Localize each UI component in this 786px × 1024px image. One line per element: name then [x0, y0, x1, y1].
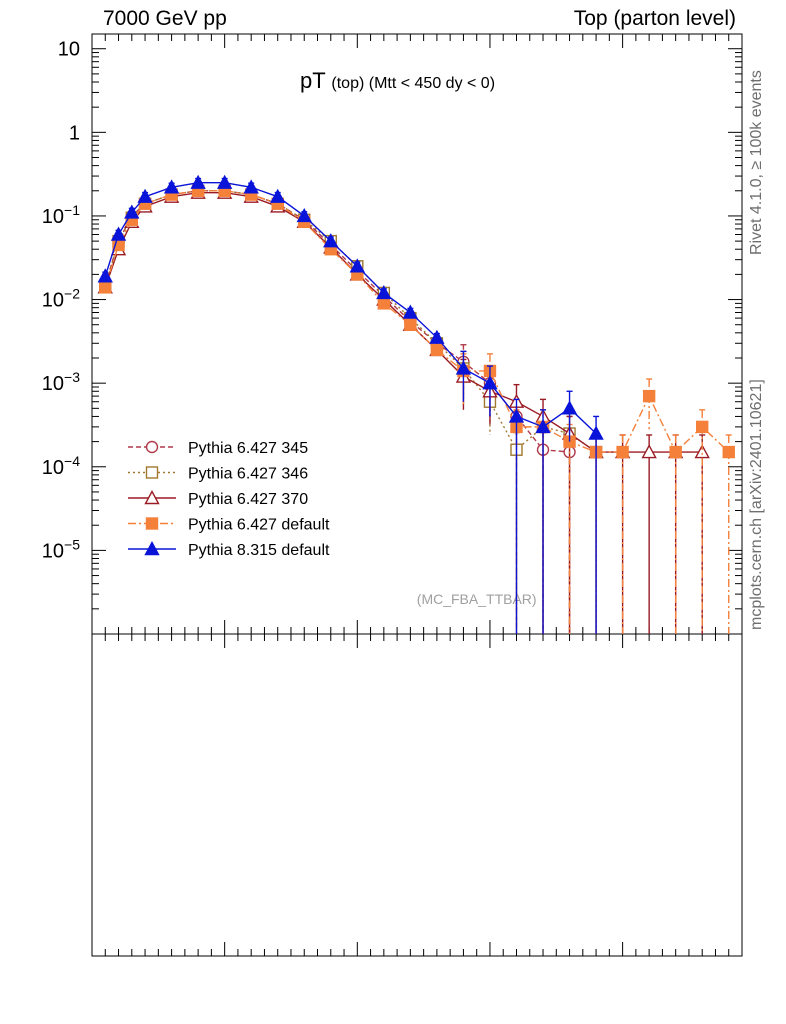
legend-label-p8def: Pythia 8.315 default	[188, 542, 330, 559]
chart-title-main: pT	[300, 68, 325, 93]
header-process: Top (parton level)	[574, 7, 736, 31]
series-line-p6def	[105, 191, 728, 452]
series-point-p6def	[405, 319, 416, 330]
series-group	[99, 176, 734, 634]
series-line-p345	[105, 191, 569, 452]
y-tick-label: 10−1	[42, 202, 80, 228]
legend-label-p6def: Pythia 6.427 default	[188, 517, 330, 534]
series-point-p6def	[697, 421, 708, 432]
legend-label-p345: Pythia 6.427 345	[188, 440, 308, 457]
series-line-p8def	[105, 183, 596, 434]
chart-canvas: 10 1 10−1 10−2 10−3 10−4 10−5 (MC_FBA_TTBAR) Pyt…	[0, 0, 786, 1024]
series-point-p6def	[723, 447, 734, 458]
series-point-p8def	[563, 402, 576, 414]
series-point-p6def	[670, 447, 681, 458]
rivet-version-label: Rivet 4.1.0, ≥ 100k events	[748, 70, 766, 255]
y-tick-label: 10−3	[42, 369, 80, 395]
chart-title: pT (top) (Mtt < 450 dy < 0)	[300, 68, 495, 94]
mcplots-label: mcplots.cern.ch [arXiv:2401.10621]	[748, 379, 766, 630]
analysis-watermark: (MC_FBA_TTBAR)	[417, 591, 537, 607]
series-point-p6def	[617, 447, 628, 458]
series-line-p370	[105, 193, 702, 452]
legend-marker-p345	[147, 442, 158, 453]
ratio-plot-frame	[92, 634, 742, 956]
y-tick-label: 1	[69, 122, 80, 144]
series-point-p6def	[378, 298, 389, 309]
legend-marker-p6def	[147, 518, 158, 529]
series-line-p346	[105, 191, 596, 452]
legend-marker-p346	[147, 467, 158, 478]
legend-label-p346: Pythia 6.427 346	[188, 466, 308, 483]
header-collision-energy: 7000 GeV pp	[103, 7, 227, 31]
chart-title-sub: (top) (Mtt < 450 dy < 0)	[331, 75, 495, 92]
legend-label-p370: Pythia 6.427 370	[188, 491, 308, 508]
series-point-p6def	[431, 344, 442, 355]
y-tick-label: 10	[58, 39, 80, 61]
y-tick-label: 10−2	[42, 286, 80, 312]
series-point-p8def	[139, 190, 152, 202]
y-tick-label: 10−4	[42, 453, 80, 479]
series-point-p6def	[100, 282, 111, 293]
series-point-p8def	[271, 190, 284, 202]
y-tick-label: 10−5	[42, 536, 80, 562]
series-point-p6def	[644, 391, 655, 402]
